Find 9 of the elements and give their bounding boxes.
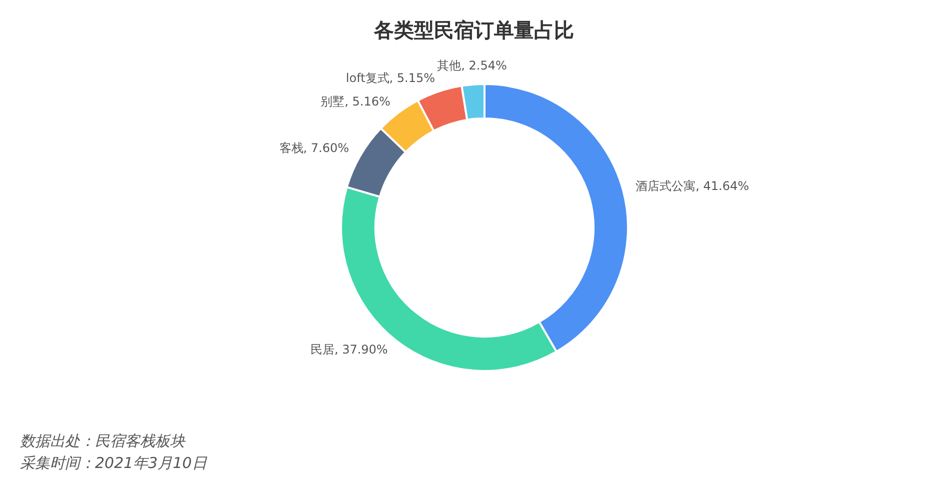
slice-label: 客栈, 7.60%: [279, 141, 350, 156]
slice-label: 其他, 2.54%: [437, 58, 507, 73]
text: 采集时间：2021年3月10日: [20, 452, 207, 474]
text: 数据出处：民宿客栈板块: [20, 431, 187, 452]
chart-title: 各类型民宿订单量占比: [372, 17, 575, 44]
slice-label: 酒店式公寓, 41.64%: [636, 179, 750, 194]
slice-label: 民居, 37.90%: [310, 342, 388, 357]
slice-label: 别墅, 5.16%: [320, 94, 390, 109]
slice-label: loft复式, 5.15%: [346, 71, 436, 86]
